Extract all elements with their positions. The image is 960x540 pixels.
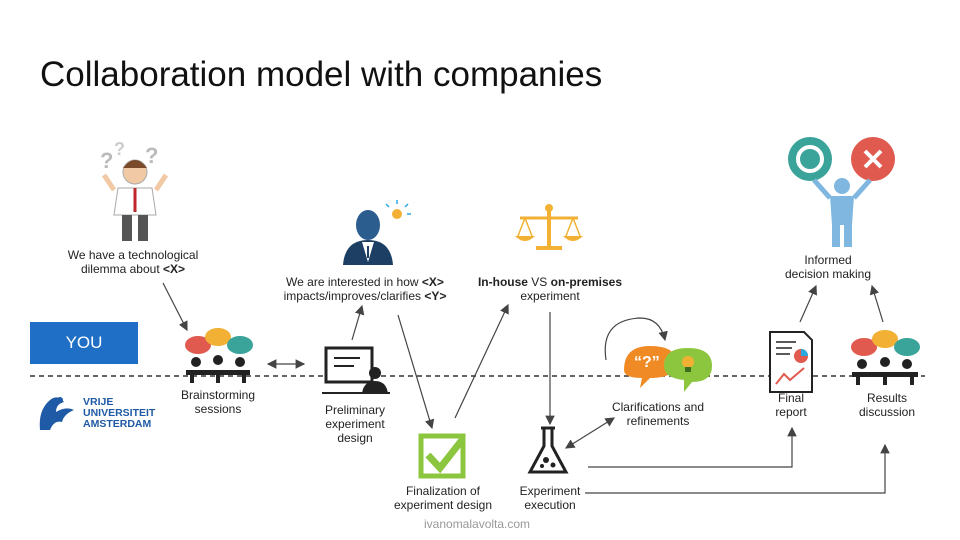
brainstorming-icon (185, 328, 253, 383)
flask-icon (527, 426, 569, 474)
decision-person-icon (788, 137, 895, 247)
arrow-dilemma-to-brainstorm (162, 282, 188, 332)
presentation-board-icon (322, 346, 390, 394)
idea-person-icon (343, 200, 411, 265)
arrow-execution-to-results (585, 443, 890, 494)
clarif-label: Clarifications and refinements (611, 400, 705, 428)
arrow-report-to-decision (799, 284, 817, 323)
final-design-label: Finalization of experiment design (393, 484, 493, 512)
interest-label: We are interested in how <X> impacts/imp… (283, 275, 447, 303)
results-label: Results discussion (858, 391, 916, 419)
svg-text:?: ? (100, 148, 113, 173)
execution-label: Experiment execution (519, 484, 581, 512)
svg-text:?: ? (114, 139, 125, 159)
question-idea-bubbles-icon: “?” (604, 317, 712, 392)
arrow-results-to-decision (869, 284, 884, 323)
footer-url: ivanomalavolta.com (424, 517, 531, 531)
prelim-label: Preliminary experiment design (324, 403, 385, 445)
svg-text:?: ? (145, 143, 158, 168)
vu-griffin-logo-icon (39, 397, 74, 430)
svg-text:“?”: “?” (634, 354, 660, 371)
page-title: Collaboration model with companies (40, 55, 603, 94)
arrow-final-to-inhouse (454, 303, 509, 419)
dilemma-label: We have a technological dilemma about <X… (67, 248, 199, 276)
you-box: YOU (30, 322, 138, 364)
checkmark-icon (418, 433, 466, 479)
vu-logo-text: VRIJE UNIVERSITEIT AMSTERDAM (83, 396, 156, 430)
decision-label: Informed decision making (784, 253, 872, 281)
arrow-prelim-to-interest (351, 304, 365, 341)
arrow-interest-to-final (397, 314, 435, 430)
report-label: Final report (775, 391, 807, 419)
arrow-execution-clarif (564, 417, 616, 449)
results-discussion-icon (851, 330, 920, 385)
arrow-execution-to-report (588, 426, 797, 468)
balance-scale-icon (515, 204, 583, 250)
brainstorm-label: Brainstorming sessions (180, 388, 256, 416)
confused-man-icon: ? ? ? (100, 139, 169, 241)
inhouse-label: In-house VS on-premises experiment (477, 275, 623, 303)
report-document-icon (769, 331, 813, 393)
